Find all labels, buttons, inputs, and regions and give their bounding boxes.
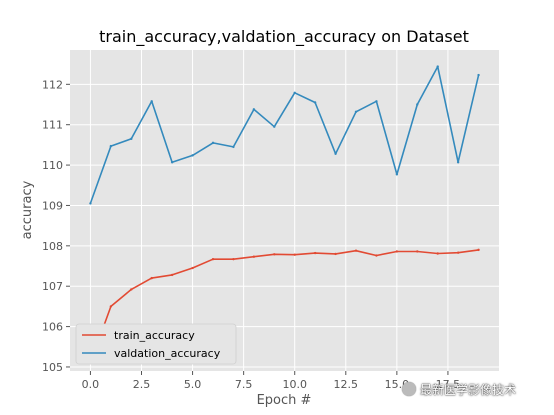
train_accuracy-point bbox=[416, 250, 419, 253]
valdation_accuracy-point bbox=[273, 125, 276, 128]
train_accuracy-point bbox=[232, 257, 235, 261]
x-tick-label: 2.5 bbox=[133, 378, 151, 391]
train_accuracy-point bbox=[109, 305, 113, 308]
valdation_accuracy-point bbox=[395, 173, 399, 176]
series-line-valdation_accuracy bbox=[89, 65, 480, 204]
valdation_accuracy-point bbox=[89, 202, 92, 205]
valdation_accuracy-point bbox=[313, 101, 317, 104]
valdation_accuracy-point bbox=[416, 103, 419, 106]
train_accuracy-point bbox=[313, 251, 317, 255]
valdation_accuracy-point bbox=[211, 141, 215, 145]
series-layer bbox=[89, 65, 480, 365]
train_accuracy-point bbox=[211, 257, 215, 261]
valdation_accuracy-point bbox=[170, 161, 174, 164]
train_accuracy-point bbox=[395, 250, 399, 253]
y-tick-label: 107 bbox=[42, 280, 63, 293]
y-tick-label: 112 bbox=[42, 78, 63, 91]
valdation_accuracy-point bbox=[191, 154, 194, 157]
y-tick-label: 106 bbox=[42, 321, 63, 334]
valdation_accuracy-point bbox=[436, 65, 439, 68]
plot-area bbox=[70, 50, 499, 371]
series-line-train_accuracy bbox=[89, 249, 479, 364]
train_accuracy-point bbox=[477, 248, 480, 252]
train_accuracy-point bbox=[375, 254, 378, 257]
train_accuracy-point bbox=[354, 249, 358, 252]
legend-box bbox=[75, 323, 237, 365]
train_accuracy-point bbox=[273, 253, 276, 256]
valdation_accuracy-point bbox=[293, 91, 296, 95]
x-axis-label: Epoch # bbox=[257, 393, 312, 408]
wechat-icon bbox=[402, 382, 416, 396]
valdation_accuracy-point bbox=[354, 110, 358, 113]
valdation_accuracy-point bbox=[334, 152, 337, 155]
valdation_accuracy-point bbox=[252, 108, 256, 111]
x-tick-label: 5.0 bbox=[184, 378, 202, 391]
train_accuracy-point bbox=[436, 252, 439, 255]
train_accuracy-point bbox=[191, 266, 194, 270]
valdation_accuracy-point bbox=[130, 137, 133, 141]
y-axis-ticks: 105 106 107 108 109 110 111 112 bbox=[42, 78, 70, 374]
train_accuracy-point bbox=[456, 251, 460, 254]
y-tick-label: 105 bbox=[42, 361, 63, 374]
y-tick-label: 109 bbox=[42, 199, 63, 212]
valdation_accuracy-point bbox=[150, 100, 153, 103]
valdation_accuracy-point bbox=[456, 161, 460, 164]
train_accuracy-point bbox=[334, 252, 337, 256]
valdation_accuracy-point bbox=[232, 145, 235, 149]
chart-title: train_accuracy,valdation_accuracy on Dat… bbox=[99, 27, 469, 47]
legend-label: valdation_accuracy bbox=[114, 347, 221, 360]
watermark: 最新医学影像技术 bbox=[402, 381, 516, 398]
y-tick-label: 110 bbox=[42, 159, 63, 172]
y-axis-label: accuracy bbox=[20, 180, 35, 239]
legend-label: train_accuracy bbox=[114, 329, 195, 342]
x-tick-label: 10.0 bbox=[282, 378, 307, 391]
valdation_accuracy-point bbox=[109, 144, 113, 148]
train_accuracy-point bbox=[293, 253, 296, 256]
train_accuracy-point bbox=[170, 273, 174, 277]
y-tick-label: 111 bbox=[42, 119, 63, 132]
legend: train_accuracy valdation_accuracy bbox=[75, 323, 237, 365]
watermark-text: 最新医学影像技术 bbox=[420, 383, 517, 397]
valdation_accuracy-point bbox=[375, 100, 378, 103]
x-tick-label: 12.5 bbox=[334, 378, 359, 391]
x-tick-label: 17.5 bbox=[436, 378, 461, 391]
y-tick-label: 108 bbox=[42, 240, 63, 253]
train_accuracy-point bbox=[150, 276, 153, 280]
grid-lines bbox=[70, 50, 499, 371]
train_accuracy-point bbox=[130, 288, 133, 291]
x-tick-label: 7.5 bbox=[235, 378, 253, 391]
valdation_accuracy-point bbox=[477, 73, 480, 77]
train_accuracy-point bbox=[252, 255, 256, 258]
x-tick-label: 0.0 bbox=[82, 378, 100, 391]
